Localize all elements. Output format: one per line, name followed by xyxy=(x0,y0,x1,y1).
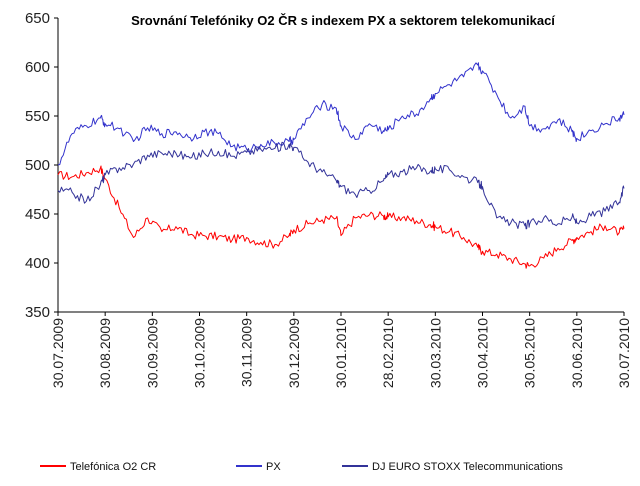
legend-label-telefonica: Telefónica O2 CR xyxy=(70,461,156,473)
x-tick-label: 30.04.2010 xyxy=(475,318,491,388)
series-lines xyxy=(57,62,625,269)
y-tick-label: 650 xyxy=(25,10,50,27)
axes xyxy=(57,18,624,313)
y-tick-label: 500 xyxy=(25,157,50,174)
x-tick-label: 30.11.2009 xyxy=(239,318,255,387)
x-tick-label: 30.07.2010 xyxy=(616,318,632,388)
legend: Telefónica O2 CR PX DJ EURO STOXX Teleco… xyxy=(40,461,563,473)
x-tick-label: 30.09.2009 xyxy=(144,318,160,388)
legend-label-px: PX xyxy=(266,461,281,473)
x-tick-label: 30.05.2010 xyxy=(522,318,538,388)
x-tick-label: 30.12.2009 xyxy=(286,318,302,388)
x-tick-label: 30.08.2009 xyxy=(97,318,113,388)
y-tick-label: 600 xyxy=(25,59,50,76)
x-tick-label: 30.03.2010 xyxy=(427,318,443,388)
x-tick-label: 30.07.2009 xyxy=(50,318,66,388)
y-axis-ticks: 650 600 550 500 450 400 350 xyxy=(25,10,58,321)
x-tick-label: 30.01.2010 xyxy=(333,318,349,388)
chart-title: Srovnání Telefóniky O2 ČR s indexem PX a… xyxy=(131,13,555,28)
series-line-px xyxy=(57,62,625,166)
legend-label-djstoxx: DJ EURO STOXX Telecommunications xyxy=(372,461,563,473)
series-line-telef-nica-o2-cr xyxy=(57,165,625,269)
y-tick-label: 350 xyxy=(25,304,50,321)
series-line-dj-euro-stoxx-telecommunications xyxy=(57,141,625,230)
x-tick-label: 30.10.2009 xyxy=(192,318,208,388)
x-tick-label: 28.02.2010 xyxy=(380,318,396,388)
y-tick-label: 450 xyxy=(25,206,50,223)
x-axis-ticks: 30.07.2009 30.08.2009 30.09.2009 30.10.2009… xyxy=(50,312,632,388)
y-tick-label: 550 xyxy=(25,108,50,125)
x-tick-label: 30.06.2010 xyxy=(569,318,585,388)
y-tick-label: 400 xyxy=(25,255,50,272)
